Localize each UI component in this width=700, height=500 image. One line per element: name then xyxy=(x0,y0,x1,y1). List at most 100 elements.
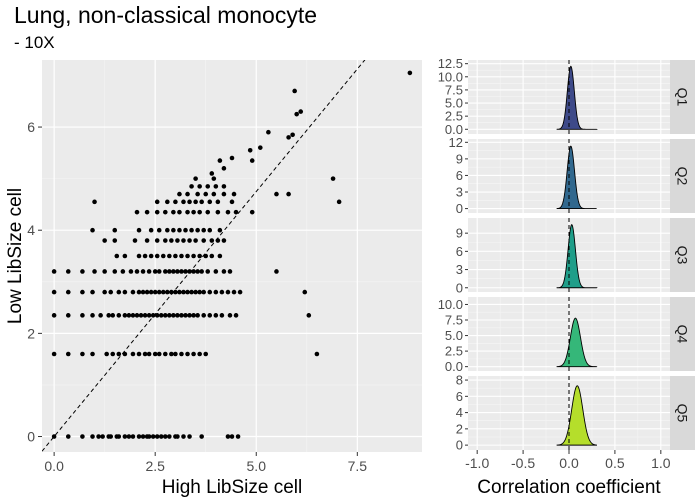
scatter-point xyxy=(249,209,255,215)
scatter-point xyxy=(80,289,85,295)
scatter-point xyxy=(195,191,200,197)
scatter-point xyxy=(274,269,279,274)
scatter-plot-area xyxy=(42,60,413,452)
scatter-point xyxy=(65,269,71,274)
scatter-point xyxy=(286,135,291,140)
density-curve-q3 xyxy=(556,224,598,289)
scatter-point xyxy=(169,289,174,295)
scatter-y-axis-title: Low LibSize cell xyxy=(5,188,26,324)
scatter-point xyxy=(193,176,198,181)
scatter-point xyxy=(140,434,146,439)
scatter-point xyxy=(152,269,158,274)
scatter-point xyxy=(148,227,154,233)
scatter-point xyxy=(65,289,71,295)
density-y-tick-label: 5.0 xyxy=(445,96,463,111)
scatter-point xyxy=(80,269,85,274)
density-y-tick-label: 5.0 xyxy=(445,328,463,343)
scatter-point xyxy=(146,313,152,318)
scatter-point xyxy=(197,209,202,215)
scatter-point xyxy=(207,289,213,295)
scatter-point xyxy=(152,351,158,357)
scatter-point xyxy=(104,351,109,357)
scatter-point xyxy=(179,253,184,259)
scatter-point xyxy=(211,191,217,197)
scatter-point xyxy=(130,313,136,318)
scatter-point xyxy=(209,171,215,176)
scatter-point xyxy=(65,434,71,439)
scatter-point xyxy=(136,351,142,357)
scatter-point xyxy=(203,351,209,357)
scatter-point xyxy=(110,313,116,318)
scatter-panel-background xyxy=(42,60,422,452)
density-y-tick-label: 8 xyxy=(456,373,463,388)
scatter-point xyxy=(266,129,271,135)
scatter-point xyxy=(225,209,231,215)
scatter-point xyxy=(274,191,279,197)
scatter-point xyxy=(233,313,239,318)
scatter-x-tick-label: 7.5 xyxy=(348,458,368,474)
scatter-y-tick-label: 0 xyxy=(27,429,35,445)
density-y-tick-label: 0 xyxy=(456,280,463,295)
scatter-x-tick-label: 5.0 xyxy=(247,458,267,474)
scatter-point xyxy=(160,253,166,259)
scatter-point xyxy=(298,109,304,114)
density-curve-q1 xyxy=(556,65,599,130)
facet-strip-q1 xyxy=(670,60,695,134)
reference-diagonal-line xyxy=(42,60,366,452)
scatter-point xyxy=(112,227,118,233)
scatter-point xyxy=(217,158,223,163)
scatter-point xyxy=(51,351,57,357)
scatter-point xyxy=(185,253,190,259)
scatter-point xyxy=(197,184,202,189)
scatter-point xyxy=(183,227,188,233)
facet-strip-label: Q1 xyxy=(675,88,691,107)
scatter-point xyxy=(201,227,207,233)
scatter-point xyxy=(209,238,215,243)
scatter-point xyxy=(179,313,184,318)
scatter-point xyxy=(90,289,95,295)
scatter-point xyxy=(175,434,180,439)
scatter-point xyxy=(90,227,95,233)
density-y-tick-label: 9 xyxy=(456,226,463,241)
density-y-tick-label: 2.5 xyxy=(445,344,463,359)
scatter-point xyxy=(122,289,128,295)
scatter-point xyxy=(229,434,235,439)
scatter-point xyxy=(199,434,204,439)
scatter-point xyxy=(171,313,176,318)
scatter-point xyxy=(201,313,207,318)
density-y-tick-label: 0 xyxy=(456,438,463,453)
scatter-point xyxy=(314,351,320,357)
scatter-point xyxy=(217,253,223,259)
scatter-point xyxy=(96,434,101,439)
scatter-point xyxy=(122,351,128,357)
scatter-point xyxy=(162,238,168,243)
scatter-point xyxy=(177,209,182,215)
scatter-point xyxy=(286,191,291,197)
scatter-point xyxy=(65,351,71,357)
scatter-point xyxy=(102,269,107,274)
scatter-point xyxy=(185,191,190,197)
density-x-tick-label: -1.0 xyxy=(465,455,489,471)
scatter-point xyxy=(205,269,211,274)
scatter-point xyxy=(167,313,172,318)
density-curve-q5 xyxy=(556,385,598,446)
scatter-point xyxy=(65,313,71,318)
density-curve-q2 xyxy=(556,145,597,210)
scatter-point xyxy=(120,269,126,274)
facet-strip-q3 xyxy=(670,218,695,292)
density-y-tick-label: 6 xyxy=(456,389,463,404)
scatter-point xyxy=(195,227,200,233)
scatter-point xyxy=(185,209,190,215)
scatter-point xyxy=(177,191,182,197)
scatter-point xyxy=(181,238,186,243)
scatter-point xyxy=(187,269,192,274)
scatter-point xyxy=(227,313,233,318)
scatter-point xyxy=(132,238,138,243)
scatter-point xyxy=(171,227,176,233)
density-y-tick-label: 6 xyxy=(456,244,463,259)
scatter-point xyxy=(100,434,105,439)
scatter-point xyxy=(205,209,211,215)
density-y-tick-label: 7.5 xyxy=(445,313,463,328)
scatter-point xyxy=(191,313,196,318)
